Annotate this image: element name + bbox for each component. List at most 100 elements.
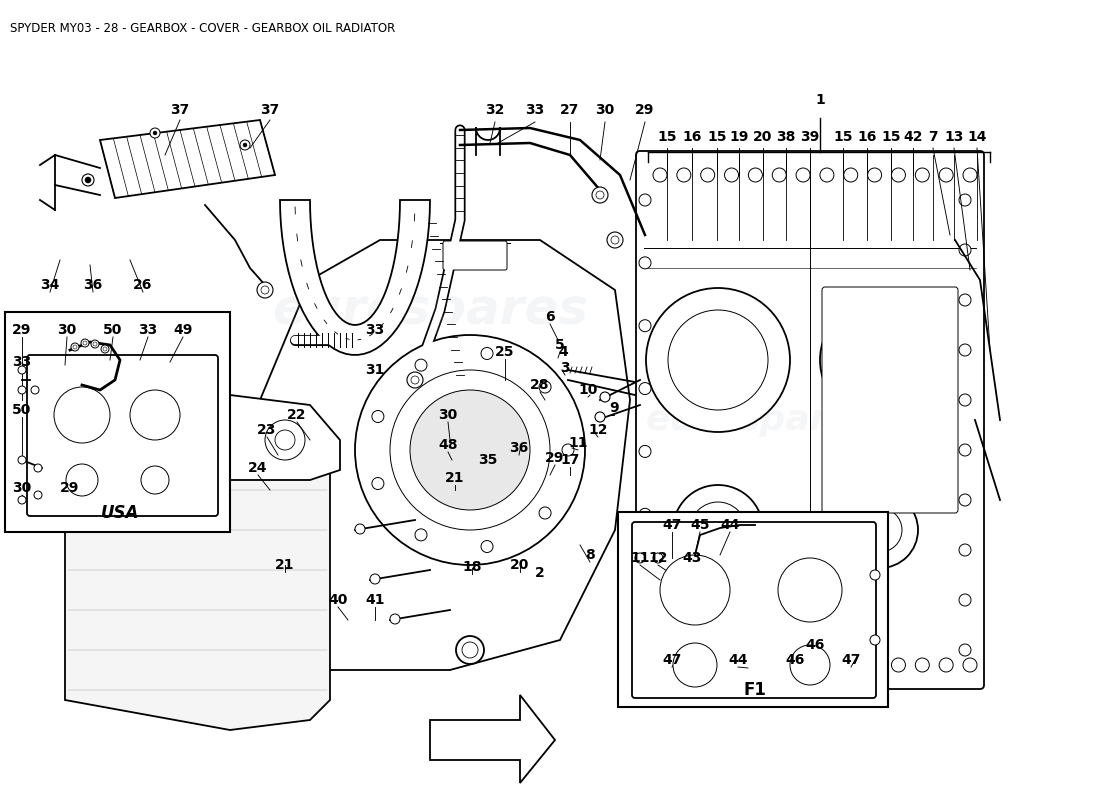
- Text: 13: 13: [944, 130, 964, 144]
- Text: 33: 33: [139, 323, 157, 337]
- Text: 21: 21: [446, 471, 464, 485]
- Circle shape: [701, 658, 715, 672]
- Text: 42: 42: [903, 130, 923, 144]
- Text: 8: 8: [585, 548, 595, 562]
- FancyBboxPatch shape: [6, 312, 230, 532]
- Circle shape: [868, 168, 881, 182]
- Circle shape: [72, 343, 79, 351]
- Circle shape: [481, 541, 493, 553]
- Text: 36: 36: [509, 441, 529, 455]
- Polygon shape: [65, 400, 330, 730]
- Circle shape: [959, 494, 971, 506]
- Circle shape: [790, 645, 830, 685]
- Text: 19: 19: [729, 130, 749, 144]
- Circle shape: [653, 553, 663, 563]
- Text: 16: 16: [857, 130, 877, 144]
- Circle shape: [748, 168, 762, 182]
- Circle shape: [82, 174, 94, 186]
- Circle shape: [772, 168, 786, 182]
- Text: 25: 25: [495, 345, 515, 359]
- Circle shape: [962, 658, 977, 672]
- Circle shape: [820, 658, 834, 672]
- Circle shape: [94, 342, 97, 346]
- Circle shape: [595, 412, 605, 422]
- Circle shape: [676, 658, 691, 672]
- Circle shape: [355, 335, 585, 565]
- Circle shape: [82, 341, 87, 345]
- Circle shape: [101, 345, 109, 353]
- Circle shape: [18, 366, 26, 374]
- Text: 41: 41: [365, 593, 385, 607]
- Circle shape: [596, 191, 604, 199]
- Text: 4: 4: [558, 345, 568, 359]
- Circle shape: [85, 177, 91, 183]
- Text: 34: 34: [41, 278, 59, 292]
- Circle shape: [820, 300, 940, 420]
- Circle shape: [370, 574, 379, 584]
- Text: USA: USA: [101, 504, 140, 522]
- Text: 29: 29: [546, 451, 564, 465]
- Circle shape: [275, 430, 295, 450]
- Text: SPYDER MY03 - 28 - GEARBOX - COVER - GEARBOX OIL RADIATOR: SPYDER MY03 - 28 - GEARBOX - COVER - GEA…: [10, 22, 395, 35]
- Circle shape: [959, 294, 971, 306]
- Circle shape: [959, 244, 971, 256]
- Circle shape: [959, 544, 971, 556]
- Text: 35: 35: [478, 453, 497, 467]
- Circle shape: [858, 508, 902, 552]
- Text: 18: 18: [462, 560, 482, 574]
- Text: 29: 29: [12, 323, 32, 337]
- Circle shape: [796, 658, 810, 672]
- Text: 47: 47: [662, 653, 682, 667]
- Text: 46: 46: [805, 638, 825, 652]
- Circle shape: [639, 194, 651, 206]
- Text: 37: 37: [170, 103, 189, 117]
- Circle shape: [959, 444, 971, 456]
- Text: 26: 26: [133, 278, 153, 292]
- Circle shape: [891, 658, 905, 672]
- Circle shape: [962, 168, 977, 182]
- FancyBboxPatch shape: [822, 287, 958, 513]
- Circle shape: [73, 345, 77, 349]
- Text: 20: 20: [754, 130, 772, 144]
- Circle shape: [668, 310, 768, 410]
- Circle shape: [130, 390, 180, 440]
- Text: 38: 38: [777, 130, 795, 144]
- Circle shape: [635, 553, 645, 563]
- Circle shape: [261, 286, 270, 294]
- Text: 15: 15: [881, 130, 901, 144]
- Circle shape: [725, 168, 738, 182]
- Text: 44: 44: [728, 653, 748, 667]
- Text: 29: 29: [636, 103, 654, 117]
- Circle shape: [372, 410, 384, 422]
- Circle shape: [18, 386, 26, 394]
- Circle shape: [415, 529, 427, 541]
- Circle shape: [844, 168, 858, 182]
- Text: 30: 30: [57, 323, 77, 337]
- Circle shape: [407, 372, 424, 388]
- Circle shape: [690, 502, 746, 558]
- Text: 15: 15: [658, 130, 676, 144]
- Circle shape: [265, 420, 305, 460]
- Text: 46: 46: [785, 653, 805, 667]
- Text: 33: 33: [365, 323, 385, 337]
- Text: 17: 17: [560, 453, 580, 467]
- Circle shape: [639, 634, 651, 646]
- Circle shape: [959, 194, 971, 206]
- Circle shape: [653, 168, 667, 182]
- Circle shape: [639, 257, 651, 269]
- Circle shape: [355, 524, 365, 534]
- Circle shape: [939, 168, 954, 182]
- Text: 37: 37: [261, 103, 279, 117]
- Circle shape: [390, 370, 550, 530]
- Circle shape: [592, 187, 608, 203]
- Circle shape: [959, 644, 971, 656]
- Text: eurospares: eurospares: [272, 286, 588, 334]
- Text: F1: F1: [744, 681, 767, 699]
- Circle shape: [243, 143, 248, 147]
- Circle shape: [844, 658, 858, 672]
- Circle shape: [257, 282, 273, 298]
- Text: eurospares: eurospares: [74, 415, 266, 445]
- Text: 5: 5: [556, 338, 565, 352]
- Circle shape: [915, 658, 930, 672]
- Text: 48: 48: [438, 438, 458, 452]
